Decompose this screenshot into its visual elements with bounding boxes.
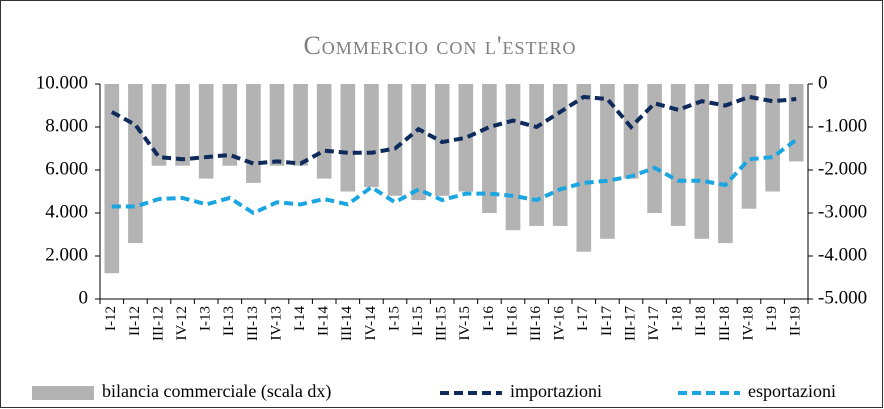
bar — [505, 84, 521, 231]
y-tick-label: 10.000 — [36, 72, 88, 93]
x-tick-label: II-15 — [410, 306, 426, 336]
bar — [576, 84, 592, 252]
x-tick-label: IV-18 — [740, 306, 756, 340]
x-tick-label: I-17 — [575, 306, 591, 331]
bar — [175, 84, 190, 166]
x-tick-label: III-18 — [717, 306, 733, 341]
bar — [340, 84, 356, 192]
x-tick-label: IV-12 — [174, 306, 190, 340]
line — [111, 138, 798, 216]
x-tick-label: IV-14 — [363, 306, 379, 341]
x-tick-label: I-15 — [386, 306, 402, 331]
bar — [151, 84, 167, 166]
bar — [765, 84, 780, 192]
bar — [623, 84, 639, 179]
x-tick-label: I-16 — [481, 306, 497, 331]
x-tick-label: I-19 — [764, 306, 780, 331]
y-tick-label: 8.000 — [45, 115, 88, 136]
y-tick-label: 4.000 — [45, 201, 88, 222]
y-tick-label: 6.000 — [45, 158, 88, 179]
x-tick-label: I-18 — [670, 306, 686, 331]
bar — [600, 84, 615, 239]
legend-label: bilancia commerciale (scala dx) — [102, 381, 331, 402]
x-tick-label: II-14 — [316, 306, 332, 336]
bar — [552, 84, 568, 226]
x-tick-label: II-13 — [221, 306, 237, 336]
x-tick-label: IV-16 — [552, 306, 568, 341]
x-tick-label: III-13 — [245, 306, 261, 341]
x-tick-label: I-14 — [292, 306, 308, 331]
x-tick-label: IV-15 — [457, 306, 473, 340]
y2-tick-label: -4.000 — [818, 244, 867, 265]
bar — [364, 84, 379, 188]
bar — [128, 84, 143, 244]
bar — [387, 84, 403, 196]
x-tick-label: IV-13 — [268, 306, 284, 340]
line — [110, 94, 797, 166]
chart-title: Commercio con l'estero — [303, 31, 576, 60]
bar — [741, 84, 757, 209]
legend-label: importazioni — [510, 381, 602, 401]
x-tick-label: IV-17 — [646, 306, 662, 341]
bar — [718, 84, 733, 244]
y2-tick-label: -2.000 — [818, 158, 867, 179]
x-tick-label: III-15 — [434, 306, 450, 341]
x-tick-label: III-16 — [528, 306, 544, 341]
legend-label: esportazioni — [748, 381, 836, 401]
bar — [529, 84, 544, 226]
bar — [269, 84, 285, 166]
x-tick-label: II-18 — [693, 306, 709, 336]
bar — [411, 84, 426, 201]
x-tick-label: I-13 — [198, 306, 214, 331]
y-tick-label: 2.000 — [45, 244, 88, 265]
y2-tick-label: -1.000 — [818, 115, 867, 136]
x-tick-label: II-16 — [504, 306, 520, 336]
bar — [647, 84, 662, 213]
bar — [198, 84, 214, 179]
y2-tick-label: -5.000 — [818, 287, 867, 308]
legend-swatch — [32, 386, 94, 400]
bar — [482, 84, 497, 213]
x-tick-label: III-14 — [339, 306, 355, 341]
x-tick-label: II-12 — [127, 306, 143, 336]
y-tick-label: 0 — [79, 287, 89, 308]
x-tick-label: II-17 — [599, 306, 615, 336]
bar — [104, 84, 120, 274]
bar — [222, 84, 238, 166]
y2-tick-label: -3.000 — [818, 201, 867, 222]
bar — [316, 84, 332, 179]
x-tick-label: II-19 — [788, 306, 804, 336]
bar — [670, 84, 686, 226]
y2-tick-label: 0 — [818, 72, 828, 93]
bar — [458, 84, 474, 192]
x-tick-label: III-12 — [150, 306, 166, 341]
x-tick-label: III-17 — [622, 306, 638, 341]
bar — [788, 84, 804, 162]
x-tick-label: I-12 — [103, 306, 119, 331]
bar — [246, 84, 261, 183]
bar — [694, 84, 710, 239]
bar — [293, 84, 308, 166]
